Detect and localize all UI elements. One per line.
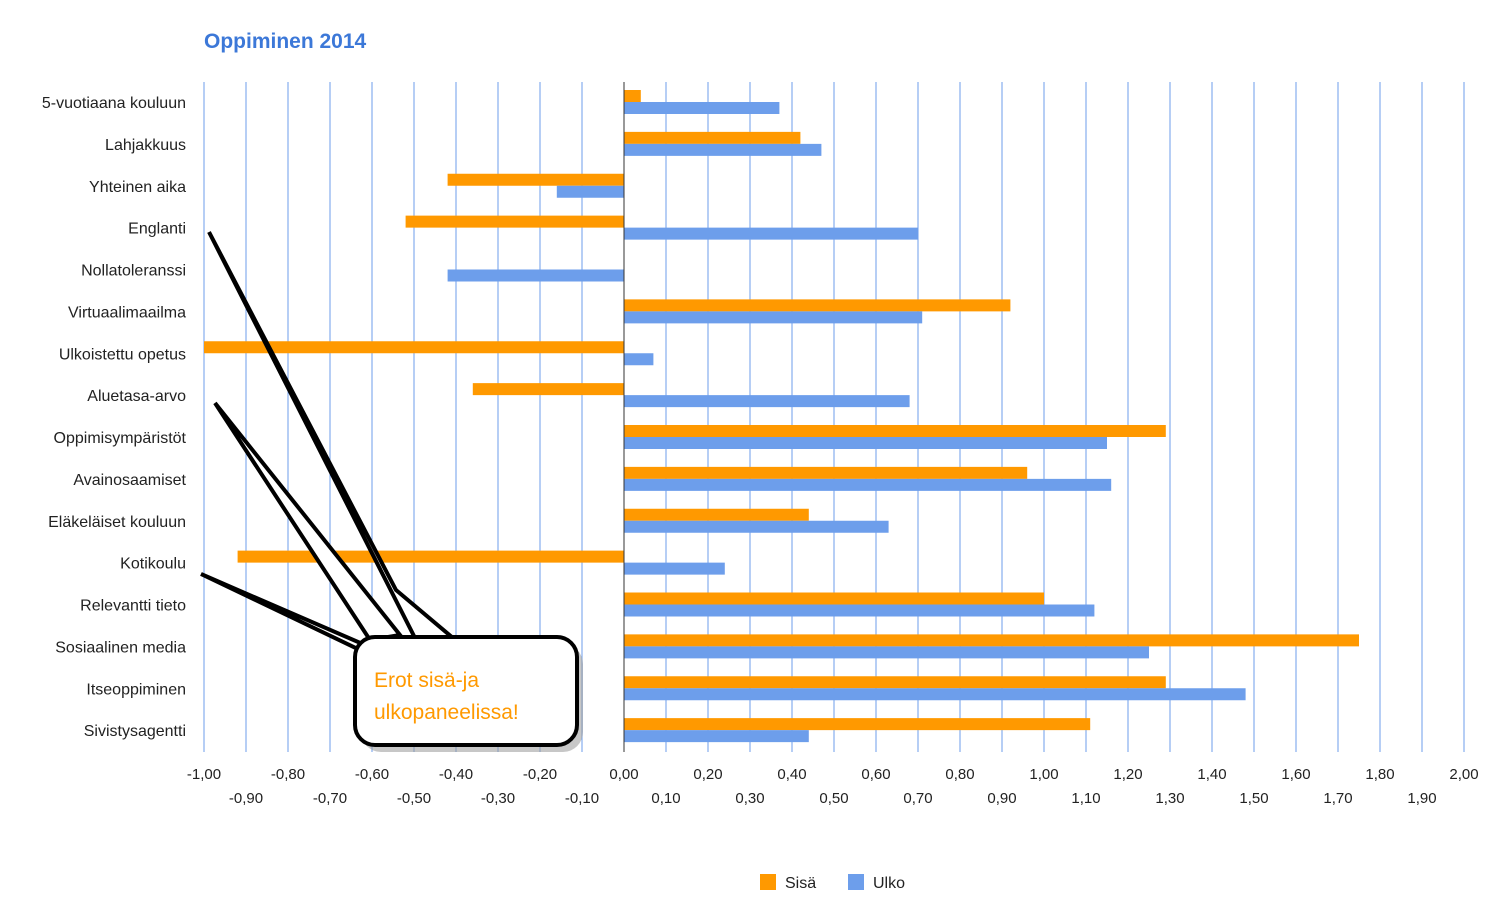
tick-label: 0,70	[903, 790, 932, 807]
tick-label: 0,00	[609, 766, 638, 783]
tick-label: 0,50	[819, 790, 848, 807]
bar-ulko	[624, 688, 1246, 701]
tick-label: 1,70	[1323, 790, 1352, 807]
bar-sisa	[204, 341, 624, 354]
tick-label: -1,00	[187, 766, 221, 783]
bar-ulko	[624, 102, 780, 114]
tick-label: -0,10	[565, 790, 599, 807]
category-label: Lahjakkuus	[105, 137, 186, 154]
bar-sisa	[447, 173, 624, 186]
legend-label-sisa: Sisä	[785, 875, 816, 892]
tick-label: 1,00	[1029, 766, 1058, 783]
bar-ulko	[624, 520, 889, 533]
bar-ulko	[624, 395, 910, 408]
category-label: Yhteinen aika	[89, 179, 186, 196]
bar-ulko	[624, 311, 923, 324]
bar-sisa	[624, 718, 1091, 731]
bar-sisa	[624, 466, 1028, 479]
tick-label: 0,90	[987, 790, 1016, 807]
bar-sisa	[624, 676, 1166, 689]
tick-label: -0,60	[355, 766, 389, 783]
tick-label: -0,50	[397, 790, 431, 807]
category-label: Aluetasa-arvo	[87, 388, 186, 405]
callout-text-line-2: ulkopaneelissa!	[374, 701, 519, 724]
bar-ulko	[624, 646, 1149, 659]
bar-sisa	[472, 383, 624, 396]
bar-ulko	[624, 227, 918, 240]
bar-sisa	[624, 90, 641, 102]
tick-label: -0,20	[523, 766, 557, 783]
bar-ulko	[447, 269, 624, 282]
callout-text-line-1: Erot sisä-ja	[374, 669, 479, 692]
tick-label: 0,20	[693, 766, 722, 783]
tick-label: 0,40	[777, 766, 806, 783]
category-label: Nollatoleranssi	[81, 263, 186, 280]
tick-label: 1,80	[1365, 766, 1394, 783]
legend: Sisä Ulko	[760, 874, 905, 892]
callout-bubble	[353, 635, 579, 747]
category-labels: 5-vuotiaana kouluun Lahjakkuus Yhteinen ai…	[42, 95, 187, 740]
tick-label: 1,50	[1239, 790, 1268, 807]
tick-label: -0,70	[313, 790, 347, 807]
bars	[204, 90, 1359, 743]
bar-ulko	[624, 353, 654, 366]
tick-label: 0,30	[735, 790, 764, 807]
tick-label: 1,90	[1407, 790, 1436, 807]
bar-sisa	[624, 299, 1011, 312]
bar-ulko	[624, 478, 1112, 491]
tick-labels: -1,00 -0,80 -0,60 -0,40 -0,20 0,00 0,20 0,40 0,6…	[187, 766, 1479, 807]
category-label: Virtuaalimaailma	[68, 304, 186, 321]
tick-label: 0,60	[861, 766, 890, 783]
category-label: Avainosaamiset	[73, 472, 186, 489]
bar-sisa	[624, 634, 1359, 647]
tick-label: -0,30	[481, 790, 515, 807]
callout-annotation: Erot sisä-ja ulkopaneelissa!	[200, 231, 583, 752]
bar-sisa	[624, 592, 1044, 605]
bar-ulko	[624, 562, 725, 575]
category-label: Relevantti tieto	[80, 598, 186, 615]
legend-swatch-sisa	[760, 874, 776, 890]
bar-sisa	[624, 508, 809, 521]
tick-label: 0,80	[945, 766, 974, 783]
chart-title: Oppiminen 2014	[204, 30, 367, 53]
category-label: Oppimisympäristöt	[54, 430, 187, 447]
bar-ulko	[624, 604, 1095, 617]
bar-ulko	[624, 730, 809, 743]
tick-label: -0,40	[439, 766, 473, 783]
tick-label: 1,60	[1281, 766, 1310, 783]
bar-sisa	[237, 550, 624, 563]
category-label: Kotikoulu	[120, 556, 186, 573]
category-label: Ulkoistettu opetus	[59, 346, 186, 363]
tick-label: 2,00	[1449, 766, 1478, 783]
tick-label: -0,80	[271, 766, 305, 783]
category-label: Eläkeläiset kouluun	[48, 514, 186, 531]
category-label: Sivistysagentti	[84, 723, 186, 740]
callout-joint-cover	[372, 641, 452, 652]
category-label: 5-vuotiaana kouluun	[42, 95, 186, 112]
bar-ulko	[556, 185, 624, 198]
tick-label: 1,20	[1113, 766, 1142, 783]
bar-sisa	[624, 131, 801, 144]
category-label: Sosiaalinen media	[55, 639, 186, 656]
legend-label-ulko: Ulko	[873, 875, 905, 892]
tick-label: 1,30	[1155, 790, 1184, 807]
tick-label: 1,10	[1071, 790, 1100, 807]
bar-ulko	[624, 143, 822, 156]
category-label: Itseoppiminen	[86, 681, 186, 698]
category-label: Englanti	[128, 221, 186, 238]
bar-sisa	[405, 215, 624, 228]
legend-swatch-ulko	[848, 874, 864, 890]
bar-sisa	[624, 425, 1166, 437]
tick-label: 0,10	[651, 790, 680, 807]
tick-label: -0,90	[229, 790, 263, 807]
tick-label: 1,40	[1197, 766, 1226, 783]
bar-ulko	[624, 437, 1107, 449]
